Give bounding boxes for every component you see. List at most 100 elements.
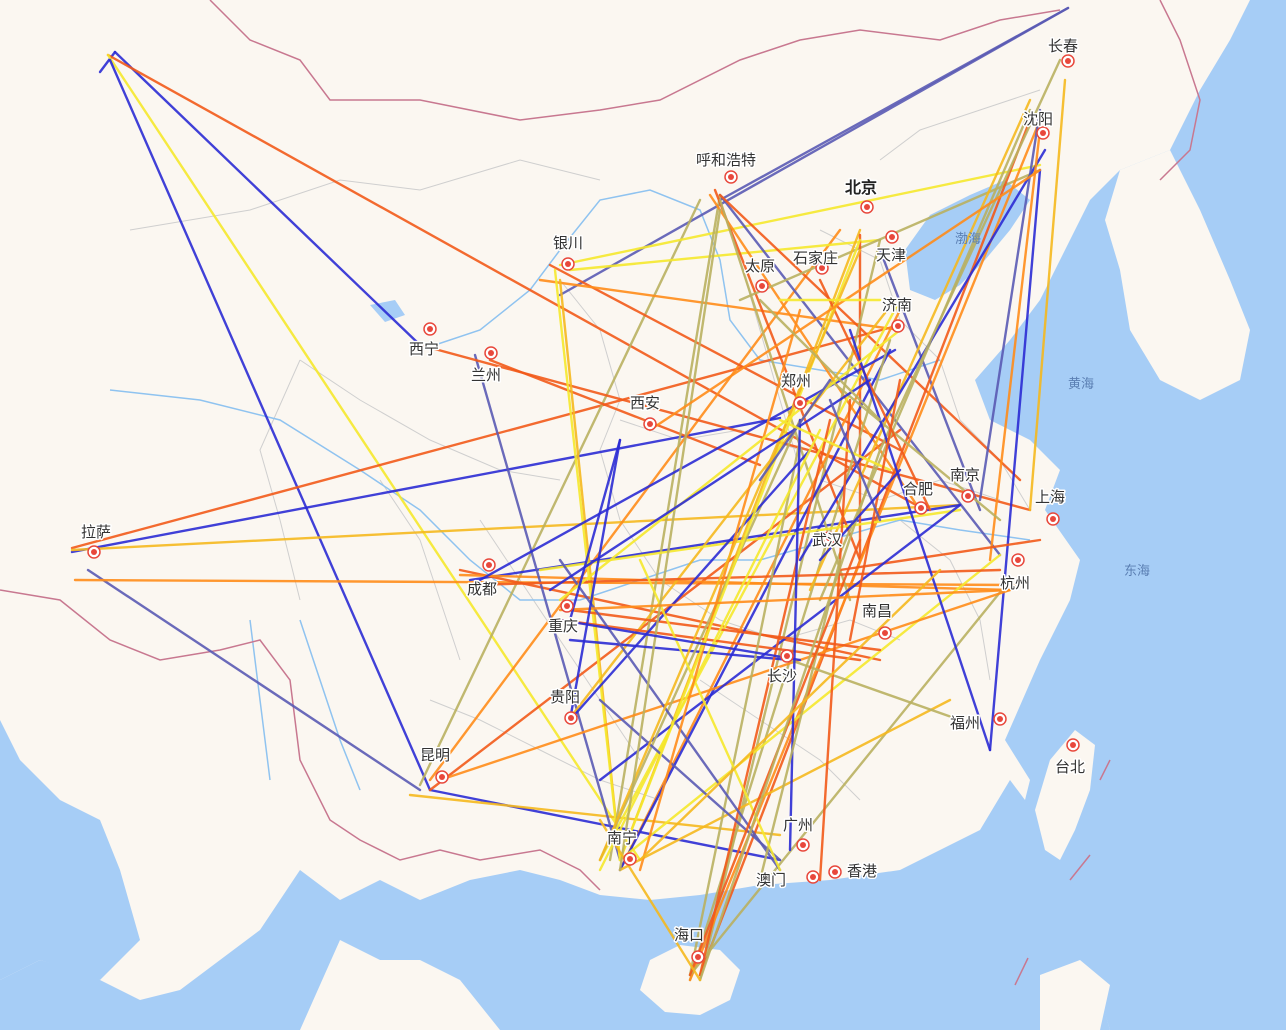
flight-line <box>408 793 782 837</box>
city-marker-icon[interactable] <box>691 950 705 964</box>
islands <box>640 150 1250 1030</box>
city-label: 天津 <box>876 246 906 264</box>
flight-line <box>988 128 1042 562</box>
city-marker-icon[interactable] <box>860 200 874 214</box>
flight-line <box>688 438 802 977</box>
flight-line <box>70 416 782 554</box>
city-label: 南昌 <box>862 602 892 620</box>
flight-line <box>113 50 422 347</box>
city-marker-icon[interactable] <box>815 261 829 275</box>
flight-line <box>568 438 622 622</box>
taiwan-island <box>1035 730 1095 860</box>
city-marker-icon[interactable] <box>891 319 905 333</box>
city-marker-icon[interactable] <box>796 838 810 852</box>
city-marker-icon[interactable] <box>806 870 820 884</box>
city-label: 上海 <box>1035 488 1065 506</box>
flight-line <box>828 398 882 522</box>
flight-line <box>718 193 1022 482</box>
flight-line <box>638 568 942 862</box>
city-marker-icon[interactable] <box>724 170 738 184</box>
city-marker-icon[interactable] <box>961 489 975 503</box>
city-label: 北京 <box>845 178 877 197</box>
city-label: 西安 <box>630 394 660 412</box>
city-label: 兰州 <box>471 366 501 384</box>
city-label: 长春 <box>1048 37 1078 55</box>
flight-line <box>838 538 1042 572</box>
city-label: 沈阳 <box>1023 110 1053 128</box>
city-marker-icon[interactable] <box>1061 54 1075 68</box>
city-marker-icon[interactable] <box>828 865 842 879</box>
flight-line <box>558 618 802 662</box>
flight-line <box>608 193 722 862</box>
flight-line <box>86 568 422 792</box>
city-marker-icon[interactable] <box>1046 512 1060 526</box>
flight-lines <box>70 6 1070 982</box>
luzon-island <box>1040 960 1110 1030</box>
flight-line <box>988 168 1042 752</box>
province-borders <box>129 89 1041 801</box>
flight-line <box>598 248 862 862</box>
city-label: 济南 <box>882 296 912 314</box>
city-marker-icon[interactable] <box>423 322 437 336</box>
city-label: 呼和浩特 <box>696 151 756 169</box>
flight-line <box>458 568 882 662</box>
flight-line <box>788 418 802 852</box>
city-label: 海口 <box>674 926 704 944</box>
flight-line <box>758 378 832 482</box>
city-marker-icon[interactable] <box>643 417 657 431</box>
city-marker-icon[interactable] <box>87 545 101 559</box>
flight-line <box>98 50 117 74</box>
flight-line <box>428 788 782 862</box>
city-marker-icon[interactable] <box>878 626 892 640</box>
city-label: 贵阳 <box>550 688 580 706</box>
city-marker-icon[interactable] <box>793 396 807 410</box>
flight-line <box>638 558 782 872</box>
city-marker-icon[interactable] <box>1066 738 1080 752</box>
city-label: 南宁 <box>607 829 637 847</box>
flight-line <box>568 448 812 722</box>
city-label: 昆明 <box>420 746 450 764</box>
korean-peninsula <box>1105 150 1250 400</box>
city-marker-icon[interactable] <box>1036 126 1050 140</box>
flight-line <box>568 438 622 722</box>
city-label: 西宁 <box>409 340 439 358</box>
city-marker-icon[interactable] <box>885 230 899 244</box>
sea-labels: 黄海 东海 渤海 <box>955 231 1150 579</box>
city-marker-icon[interactable] <box>755 279 769 293</box>
flight-line <box>106 53 642 862</box>
flight-line <box>778 418 892 472</box>
flight-line <box>428 428 902 792</box>
city-marker-icon[interactable] <box>561 257 575 271</box>
flight-line <box>468 568 1002 587</box>
city-label: 郑州 <box>781 372 811 390</box>
city-marker-icon[interactable] <box>560 599 574 613</box>
city-label: 石家庄 <box>793 249 838 267</box>
city-marker-icon[interactable] <box>780 649 794 663</box>
city-marker-icon[interactable] <box>435 770 449 784</box>
city-marker-icon[interactable] <box>482 558 496 572</box>
city-label: 合肥 <box>903 480 933 498</box>
flight-line <box>558 163 1042 267</box>
sea-label-east: 东海 <box>1124 564 1150 579</box>
national-borders <box>0 0 1201 986</box>
flight-line <box>598 818 702 982</box>
city-marker-icon[interactable] <box>993 712 1007 726</box>
city-label: 香港 <box>847 862 877 880</box>
flight-line <box>878 58 1062 452</box>
city-marker-icon[interactable] <box>914 501 928 515</box>
city-marker-icon[interactable] <box>484 346 498 360</box>
city-marker-icon[interactable] <box>1011 553 1025 567</box>
flight-line <box>418 198 702 787</box>
flight-line <box>618 698 952 872</box>
flight-line <box>488 358 762 467</box>
city-marker-icon[interactable] <box>564 711 578 725</box>
city-marker-icon[interactable] <box>623 852 637 866</box>
flight-line <box>698 418 832 977</box>
flight-line <box>458 573 1012 592</box>
city-marker-icon[interactable] <box>822 531 836 545</box>
flight-line <box>808 98 1032 592</box>
flight-line <box>818 468 902 562</box>
sea-label-yellow: 黄海 <box>1068 377 1094 392</box>
